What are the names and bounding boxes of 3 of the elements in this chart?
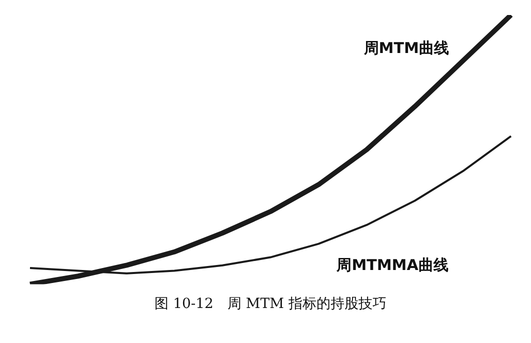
text: 图 10-12 周 MTM 指标的持股技巧 xyxy=(154,296,386,312)
series-label: 周MTMMA曲线 xyxy=(336,256,448,274)
series-label: 周MTM曲线 xyxy=(362,38,449,57)
